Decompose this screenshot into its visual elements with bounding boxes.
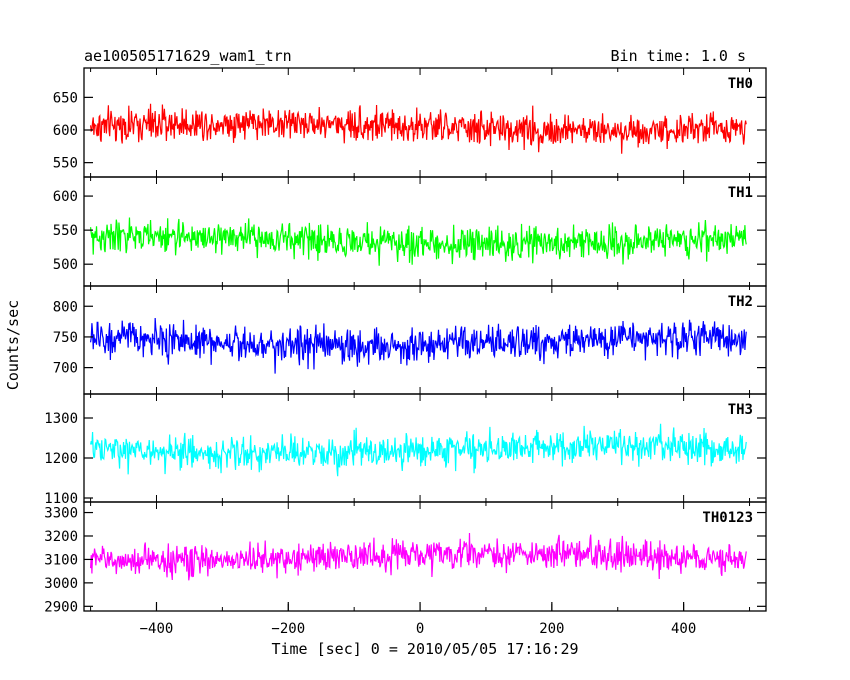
x-tick-label: −400 <box>140 621 174 637</box>
y-tick-label: 600 <box>53 123 78 139</box>
y-tick-label: 3100 <box>44 552 78 568</box>
y-tick-label: 550 <box>53 156 78 172</box>
series-line-th2 <box>89 317 747 374</box>
series-line-th3 <box>90 423 747 477</box>
panel-th0123: 2900 3000 3100 3200 3300 TH0123 <box>44 501 767 615</box>
panel-th1: 500 550 600 TH1 <box>53 176 767 287</box>
x-tick-label: 200 <box>539 621 564 637</box>
y-axis-label: Counts/sec <box>4 300 22 390</box>
x-tick-label: 0 <box>416 621 424 637</box>
y-tick-label: 500 <box>53 257 78 273</box>
x-tick-label: −200 <box>271 621 305 637</box>
y-tick-label: 700 <box>53 361 78 377</box>
x-axis: −400 −200 0 200 400 <box>140 602 696 637</box>
x-tick-label: 400 <box>671 621 696 637</box>
panel-label-th1: TH1 <box>728 185 753 201</box>
y-tick-label: 550 <box>53 223 78 239</box>
x-axis-label: Time [sec] 0 = 2010/05/05 17:16:29 <box>271 640 578 658</box>
y-tick-label: 600 <box>53 189 78 205</box>
panel-th3: 1100 1200 1300 TH3 <box>44 393 767 507</box>
series-line-th0123 <box>89 533 747 581</box>
bin-time-label: Bin time: 1.0 s <box>611 47 746 65</box>
series-line-th0 <box>89 103 747 154</box>
y-tick-label: 3200 <box>44 529 78 545</box>
chart-title: ae100505171629_wam1_trn <box>84 47 292 65</box>
series-line-th1 <box>89 217 747 266</box>
panel-label-th0123: TH0123 <box>702 510 753 526</box>
y-tick-label: 1100 <box>44 491 78 507</box>
panels-group: 550 600 650 TH0 500 550 600 TH1 700 750 800 TH2 1100… <box>44 67 767 615</box>
y-tick-label: 3000 <box>44 576 78 592</box>
y-tick-label: 800 <box>53 299 78 315</box>
y-tick-label: 650 <box>53 90 78 106</box>
panel-label-th0: TH0 <box>728 76 753 92</box>
panel-th0: 550 600 650 TH0 <box>53 67 767 178</box>
panel-label-th2: TH2 <box>728 294 753 310</box>
y-tick-label: 750 <box>53 330 78 346</box>
panel-label-th3: TH3 <box>728 402 753 418</box>
panel-th2: 700 750 800 TH2 <box>53 285 767 395</box>
y-tick-label: 1200 <box>44 451 78 467</box>
y-tick-label: 2900 <box>44 599 78 615</box>
panel-frame <box>83 501 767 612</box>
y-tick-label: 3300 <box>44 506 78 522</box>
panel-frame <box>83 176 767 287</box>
y-tick-label: 1300 <box>44 411 78 427</box>
